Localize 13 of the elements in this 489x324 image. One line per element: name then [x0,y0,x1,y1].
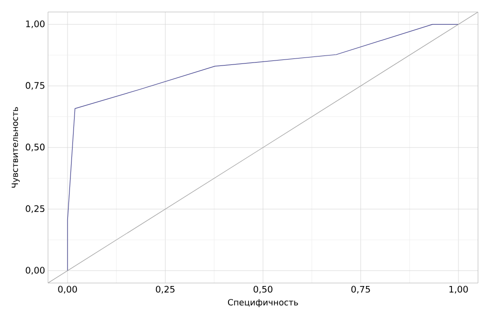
x-axis-title: Специфичность [228,299,298,308]
line-series [67,24,459,271]
x-tick-label: 1,00 [449,286,468,294]
x-tick-label: 0,25 [156,286,174,294]
x-tick-label: 0,75 [351,286,370,294]
y-tick-label: 0,00 [26,266,45,275]
y-tick-label: 0,50 [26,144,45,152]
y-tick-label: 1,00 [26,20,45,28]
x-tick-label: 0,00 [58,286,77,294]
y-axis-title: Чувствительность [12,107,20,188]
x-tick-label: 0,50 [254,286,272,294]
y-tick-label: 0,25 [26,205,44,213]
y-tick-label: 0,75 [26,82,44,90]
